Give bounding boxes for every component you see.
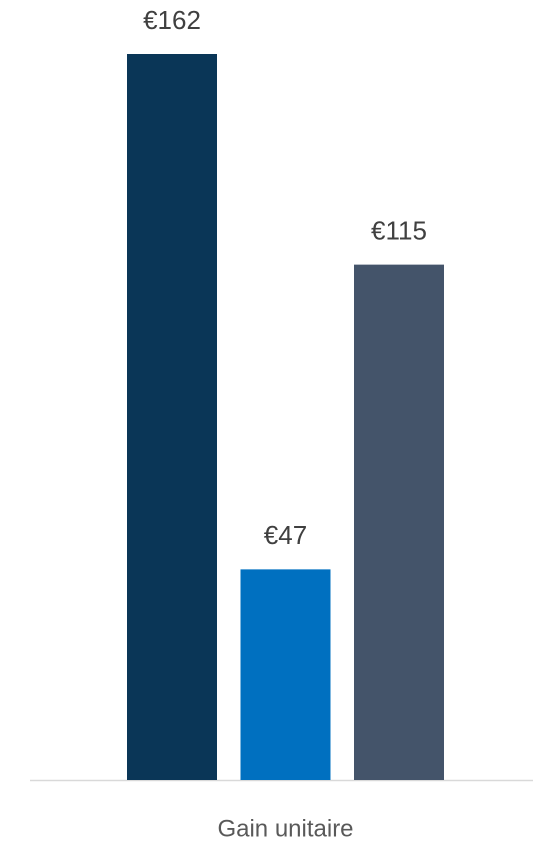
bar bbox=[127, 54, 217, 780]
value-label: €162 bbox=[143, 5, 201, 35]
bar bbox=[354, 264, 444, 780]
value-label: €47 bbox=[264, 520, 307, 550]
value-label: €115 bbox=[371, 216, 427, 246]
bar bbox=[240, 569, 331, 780]
x-tick-label: Gain unitaire bbox=[217, 815, 353, 842]
